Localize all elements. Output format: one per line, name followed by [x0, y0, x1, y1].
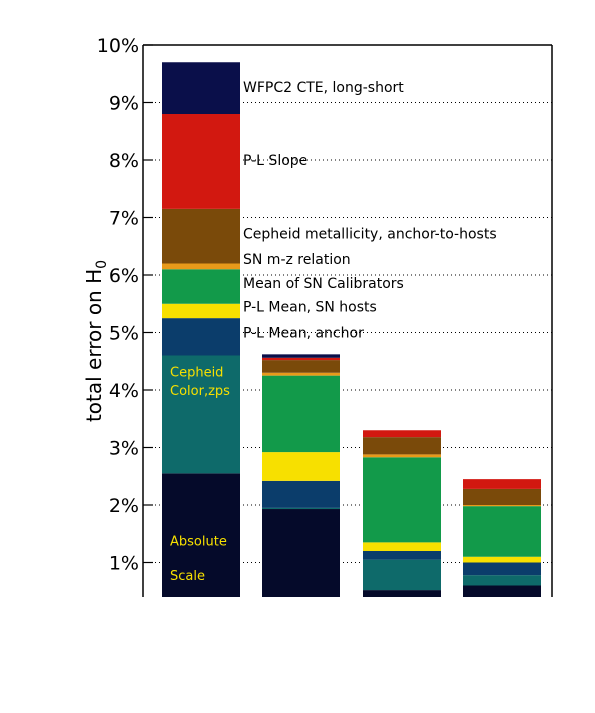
y-tick-label: 8%: [109, 150, 139, 172]
bar-segment-1-p-l-mean-anchor: [162, 318, 240, 356]
bar-segment-2-absolute-scale: [262, 509, 340, 597]
in-bar-label: Absolute: [170, 535, 227, 550]
bar-segment-2-mean-of-sn-calibrators: [262, 375, 340, 453]
y-axis-label: total error on H0: [82, 260, 110, 422]
bar-segment-1-cepheid-metallicity-anchor-to-hosts: [162, 208, 240, 264]
bar-segment-3-absolute-scale: [363, 590, 441, 597]
component-label: WFPC2 CTE, long-short: [243, 80, 404, 96]
bar-segment-4-cepheid-color-zps: [463, 575, 541, 586]
in-bar-label: Color,zps: [170, 384, 230, 399]
bar-segment-4-sn-m-z-relation: [463, 505, 541, 507]
bar-segment-4-p-l-mean-anchor: [463, 562, 541, 576]
y-tick-label: 7%: [109, 208, 139, 230]
bar-segment-3-cepheid-metallicity-anchor-to-hosts: [363, 437, 441, 455]
y-tick-label: 3%: [109, 438, 139, 460]
bar-segment-3-sn-m-z-relation: [363, 454, 441, 458]
bar-segment-3-mean-of-sn-calibrators: [363, 457, 441, 543]
y-tick-label: 10%: [97, 35, 139, 57]
y-tick-label: 1%: [109, 553, 139, 575]
bar-segment-1-cepheid-color-zps: [162, 355, 240, 474]
bars: [162, 62, 541, 597]
bar-segment-3-cepheid-color-zps: [363, 559, 441, 591]
bar-segment-1-wfpc2-cte-long-short: [162, 62, 240, 114]
component-label: P-L Mean, SN hosts: [243, 300, 377, 316]
bar-segment-1-p-l-slope: [162, 114, 240, 209]
y-tick-label: 9%: [109, 93, 139, 115]
bar-segment-2-p-l-mean-sn-hosts: [262, 452, 340, 481]
in-bar-label: Cepheid: [170, 366, 223, 381]
bar-segment-1-mean-of-sn-calibrators: [162, 269, 240, 304]
component-label: SN m-z relation: [243, 252, 351, 268]
bar-segment-3-p-l-slope: [363, 430, 441, 438]
component-label: Cepheid metallicity, anchor-to-hosts: [243, 227, 497, 243]
in-bar-label: Scale: [170, 569, 205, 584]
bar-segment-1-absolute-scale: [162, 473, 240, 597]
bar-segment-4-absolute-scale: [463, 585, 541, 597]
bar-segment-1-sn-m-z-relation: [162, 263, 240, 270]
bar-segment-2-p-l-mean-anchor: [262, 480, 340, 508]
annotations: WFPC2 CTE, long-short P-L Slope Cepheid me…: [170, 80, 497, 584]
bar-segment-4-p-l-slope: [463, 479, 541, 489]
bar-segment-4-mean-of-sn-calibrators: [463, 506, 541, 557]
component-label: P-L Mean, anchor: [243, 326, 364, 342]
bar-segment-2-p-l-slope: [262, 357, 340, 361]
y-axis: 1% 2% 3% 4% 5% 6% 7% 8% 9% 10%: [97, 35, 553, 597]
bar-segment-3-p-l-mean-sn-hosts: [363, 542, 441, 551]
y-tick-label: 6%: [109, 265, 139, 287]
bar-segment-3-p-l-mean-anchor: [363, 551, 441, 560]
y-tick-label: 2%: [109, 495, 139, 517]
bar-segment-2-cepheid-color-zps: [262, 507, 340, 510]
component-label: P-L Slope: [243, 153, 307, 169]
bar-segment-2-cepheid-metallicity-anchor-to-hosts: [262, 360, 340, 373]
bar-segment-2-wfpc2-cte-long-short: [262, 354, 340, 358]
bar-segment-2-sn-m-z-relation: [262, 372, 340, 376]
y-tick-label: 5%: [109, 323, 139, 345]
y-tick-label: 4%: [109, 380, 139, 402]
bar-segment-4-cepheid-metallicity-anchor-to-hosts: [463, 488, 541, 505]
component-label: Mean of SN Calibrators: [243, 276, 404, 292]
bar-segment-4-p-l-mean-sn-hosts: [463, 556, 541, 563]
bar-segment-1-p-l-mean-sn-hosts: [162, 303, 240, 319]
